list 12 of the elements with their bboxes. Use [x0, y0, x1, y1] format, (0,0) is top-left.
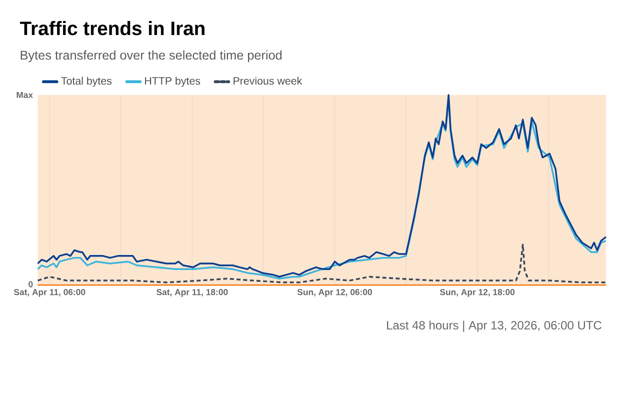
legend-label: Previous week [234, 76, 302, 85]
text: Last 48 hours | Apr 13, 2026, 06:00 UTC [387, 320, 602, 332]
legend-label: Total bytes [61, 76, 112, 87]
text: 0 [28, 281, 33, 288]
x-tick-label: Sat, Apr 11, 18:00 [156, 289, 228, 297]
x-tick-label: Sun, Apr 12, 18:00 [440, 289, 514, 297]
chart-subtitle: Bytes transferred over the selected time period [20, 50, 282, 62]
text: Max [16, 92, 33, 98]
chart-title: Traffic trends in Iran [20, 21, 204, 36]
x-tick-label: Sun, Apr 12, 06:00 [297, 289, 372, 297]
legend-label: HTTP bytes [145, 76, 200, 87]
x-tick-label: Sat, Apr 11, 06:00 [14, 289, 86, 297]
